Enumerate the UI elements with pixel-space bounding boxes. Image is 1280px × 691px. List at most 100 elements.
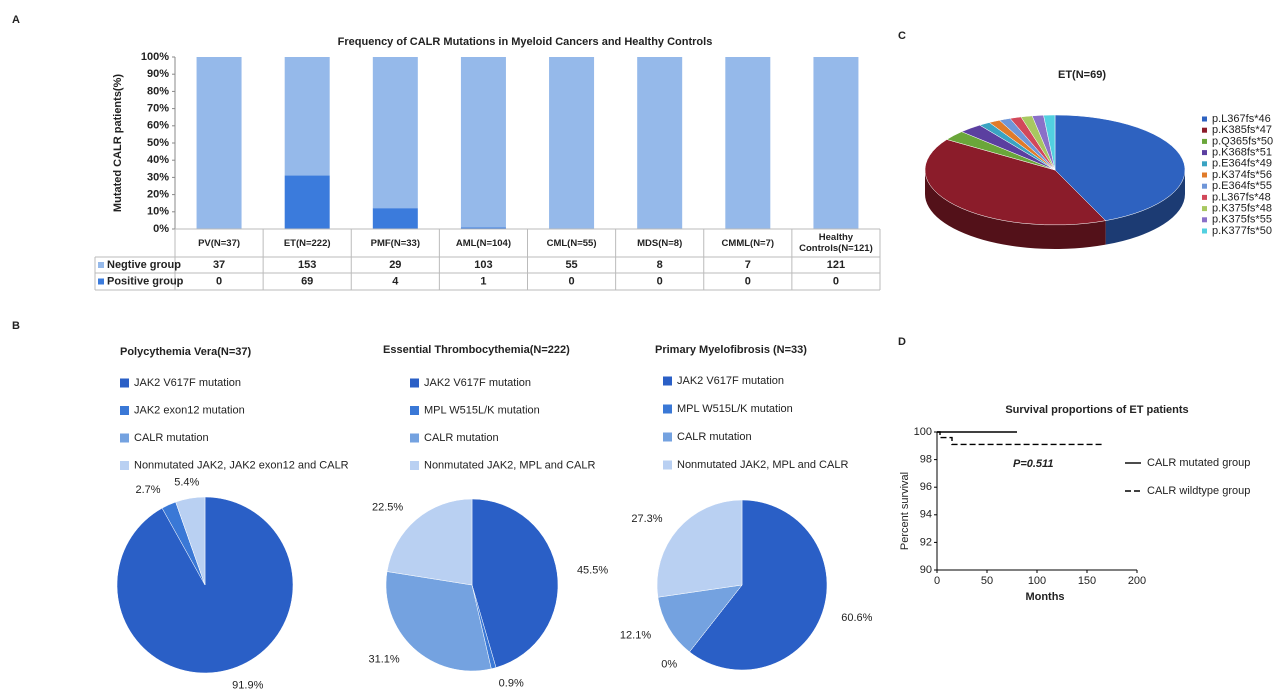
table-value: 0 [833, 275, 839, 287]
panel-letter: C [898, 30, 906, 42]
x-tick-label: 200 [1128, 575, 1146, 587]
legend-label: p.E364fs*49 [1212, 158, 1272, 170]
y-tick-label: 94 [920, 509, 932, 521]
table-value: 29 [389, 259, 401, 271]
pie-side [925, 170, 1106, 249]
legend-swatch [1202, 138, 1207, 144]
y-tick-label: 96 [920, 481, 932, 493]
bar [813, 57, 859, 229]
chart-title: Polycythemia Vera(N=37) [120, 346, 251, 358]
legend-swatch [120, 406, 129, 415]
legend-swatch [410, 406, 419, 415]
table-value: 121 [827, 259, 845, 271]
category-label: MDS(N=8) [637, 237, 683, 249]
table-value: 37 [213, 259, 225, 271]
pie-slice [1043, 114, 1056, 171]
chart-title: Survival proportions of ET patients [1005, 404, 1188, 416]
legend-swatch [1202, 194, 1207, 200]
table-value: 69 [301, 275, 313, 287]
legend-label: p.Q365fs*50 [1212, 135, 1273, 147]
y-tick-label: 100 [914, 426, 932, 438]
legend-label: p.E364fs*55 [1212, 180, 1272, 192]
legend-swatch [1202, 150, 1207, 156]
chart-title: Frequency of CALR Mutations in Myeloid C… [338, 36, 713, 48]
value-label: 27.3% [631, 513, 662, 525]
bar [460, 57, 506, 228]
legend-label: JAK2 V617F mutation [424, 377, 531, 389]
table-value: 1 [480, 275, 486, 287]
legend-swatch [1202, 228, 1207, 234]
legend-label: JAK2 V617F mutation [134, 377, 241, 389]
y-tick-label: 92 [920, 536, 932, 548]
legend-label: Negtive group [107, 259, 181, 271]
legend-label: p.K375fs*48 [1212, 203, 1272, 215]
legend-swatch [120, 433, 129, 443]
legend-swatch [663, 404, 672, 414]
legend-swatch [1202, 116, 1207, 122]
pie-slice [385, 571, 492, 672]
chart-title: ET(N=69) [1058, 69, 1106, 81]
table-value: 0 [216, 275, 222, 287]
legend-label: p.K385fs*47 [1212, 124, 1272, 136]
table-value: 8 [657, 259, 663, 271]
table-value: 0 [569, 275, 575, 287]
value-label: 31.1% [368, 653, 399, 665]
legend-swatch [1202, 127, 1207, 133]
legend-label: Nonmutated JAK2, JAK2 exon12 and CALR [134, 459, 349, 471]
y-tick-label: 0% [153, 223, 169, 235]
legend-label: CALR wildtype group [1147, 485, 1250, 497]
value-label: 12.1% [620, 629, 651, 641]
legend-swatch [410, 461, 419, 470]
legend-swatch [120, 461, 129, 470]
value-label: 0% [661, 658, 677, 670]
legend-swatch [1202, 183, 1207, 189]
legend-swatch [410, 378, 419, 388]
legend-label: CALR mutation [677, 431, 752, 443]
y-tick-label: 70% [147, 103, 169, 115]
y-tick-label: 60% [147, 120, 169, 132]
legend-swatch [98, 278, 104, 285]
value-label: 0.9% [499, 678, 524, 690]
legend-label: Nonmutated JAK2, MPL and CALR [677, 459, 848, 471]
table-value: 4 [392, 275, 399, 287]
y-tick-label: 10% [147, 206, 169, 218]
legend-label: MPL W515L/K mutation [677, 403, 793, 415]
category-label: Healthy Controls(N=121) [799, 232, 873, 254]
legend-swatch [1202, 217, 1207, 223]
legend-label: JAK2 V617F mutation [677, 375, 784, 387]
category-label: PMF(N=33) [370, 237, 420, 249]
table-value: 7 [745, 259, 751, 271]
legend-label: p.L367fs*46 [1212, 113, 1271, 125]
value-label: 5.4% [174, 476, 199, 488]
pie-slice [471, 498, 559, 668]
legend-swatch [663, 460, 672, 470]
value-label: 22.5% [372, 501, 403, 513]
panel-letter: A [12, 14, 20, 26]
table-value: 55 [565, 259, 577, 271]
pie-slice [656, 499, 743, 598]
legend-label: CALR mutation [424, 432, 499, 444]
y-tick-label: 30% [147, 171, 169, 183]
x-tick-label: 100 [1028, 575, 1046, 587]
category-label: CML(N=55) [546, 237, 597, 249]
legend-swatch [410, 433, 419, 443]
legend-swatch [663, 432, 672, 442]
y-tick-label: 100% [141, 51, 169, 63]
legend-label: MPL W515L/K mutation [424, 404, 540, 416]
legend-label: p.K377fs*50 [1212, 225, 1272, 237]
legend-swatch [663, 376, 672, 386]
bar [284, 175, 330, 229]
y-tick-label: 90% [147, 68, 169, 80]
legend-swatch [120, 378, 129, 388]
legend-label: p.L367fs*48 [1212, 191, 1271, 203]
y-tick-label: 98 [920, 454, 932, 466]
chart-title: Primary Myelofibrosis (N=33) [655, 344, 807, 356]
category-label: CMML(N=7) [721, 237, 775, 249]
x-tick-label: 150 [1078, 575, 1096, 587]
legend-swatch [1202, 161, 1207, 167]
pie-slice [175, 496, 206, 586]
table-value: 0 [657, 275, 663, 287]
bar [372, 57, 418, 209]
